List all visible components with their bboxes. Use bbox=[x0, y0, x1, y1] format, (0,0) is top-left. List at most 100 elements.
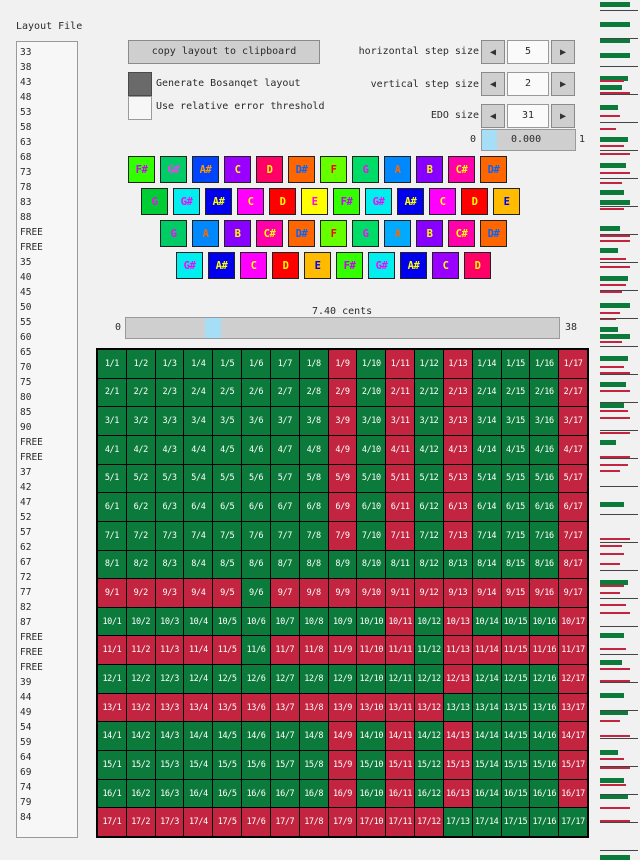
ratio-cell[interactable]: 16/13 bbox=[443, 779, 472, 808]
ratio-cell[interactable]: 17/7 bbox=[270, 808, 299, 836]
ratio-cell[interactable]: 3/8 bbox=[299, 407, 328, 435]
ratio-cell[interactable]: 14/9 bbox=[328, 722, 357, 751]
note-key[interactable]: A# bbox=[400, 252, 427, 279]
ratio-cell[interactable]: 9/13 bbox=[443, 579, 472, 607]
cents-slider-thumb[interactable] bbox=[205, 318, 222, 338]
ratio-cell[interactable]: 17/2 bbox=[126, 808, 155, 836]
ratio-cell[interactable]: 7/9 bbox=[328, 521, 357, 550]
ratio-cell[interactable]: 10/12 bbox=[415, 607, 443, 636]
ratio-cell[interactable]: 12/13 bbox=[443, 665, 472, 693]
ratio-cell[interactable]: 11/15 bbox=[501, 636, 530, 665]
ratio-cell[interactable]: 10/13 bbox=[443, 607, 472, 636]
ratio-cell[interactable]: 7/8 bbox=[299, 521, 328, 550]
ratio-cell[interactable]: 5/3 bbox=[155, 464, 184, 493]
layout-list-item[interactable]: 77 bbox=[20, 587, 32, 598]
ratio-cell[interactable]: 9/10 bbox=[357, 579, 386, 607]
ratio-cell[interactable]: 5/2 bbox=[126, 464, 155, 493]
ratio-cell[interactable]: 17/11 bbox=[386, 808, 415, 836]
ratio-cell[interactable]: 9/9 bbox=[328, 579, 357, 607]
note-key[interactable]: G bbox=[352, 220, 379, 247]
note-key[interactable]: G bbox=[352, 156, 379, 183]
layout-list-item[interactable]: 60 bbox=[20, 332, 32, 343]
ratio-cell[interactable]: 4/5 bbox=[213, 435, 242, 464]
ratio-cell[interactable]: 6/14 bbox=[472, 493, 501, 521]
ratio-cell[interactable]: 16/8 bbox=[299, 779, 328, 808]
ratio-cell[interactable]: 8/3 bbox=[155, 550, 184, 579]
ratio-cell[interactable]: 16/3 bbox=[155, 779, 184, 808]
ratio-cell[interactable]: 13/1 bbox=[98, 693, 126, 722]
ratio-cell[interactable]: 3/17 bbox=[559, 407, 587, 435]
ratio-cell[interactable]: 5/8 bbox=[299, 464, 328, 493]
ratio-cell[interactable]: 9/1 bbox=[98, 579, 126, 607]
ratio-cell[interactable]: 12/6 bbox=[242, 665, 270, 693]
ratio-cell[interactable]: 10/4 bbox=[184, 607, 213, 636]
layout-list-item[interactable]: 87 bbox=[20, 617, 32, 628]
ratio-cell[interactable]: 3/12 bbox=[415, 407, 443, 435]
ratio-cell[interactable]: 10/9 bbox=[328, 607, 357, 636]
ratio-cell[interactable]: 6/2 bbox=[126, 493, 155, 521]
layout-list-item[interactable]: 44 bbox=[20, 692, 32, 703]
edo-size-value[interactable]: 31 bbox=[507, 104, 549, 128]
ratio-cell[interactable]: 4/8 bbox=[299, 435, 328, 464]
horizontal-step-increment[interactable]: ▶ bbox=[551, 40, 575, 64]
ratio-cell[interactable]: 8/8 bbox=[299, 550, 328, 579]
ratio-cell[interactable]: 12/10 bbox=[357, 665, 386, 693]
ratio-cell[interactable]: 16/5 bbox=[213, 779, 242, 808]
ratio-cell[interactable]: 4/13 bbox=[443, 435, 472, 464]
ratio-cell[interactable]: 9/4 bbox=[184, 579, 213, 607]
ratio-cell[interactable]: 13/8 bbox=[299, 693, 328, 722]
ratio-cell[interactable]: 5/17 bbox=[559, 464, 587, 493]
layout-list-item[interactable]: FREE bbox=[20, 647, 43, 658]
ratio-cell[interactable]: 8/15 bbox=[501, 550, 530, 579]
ratio-cell[interactable]: 12/14 bbox=[472, 665, 501, 693]
horizontal-step-decrement[interactable]: ◀ bbox=[481, 40, 505, 64]
ratio-cell[interactable]: 1/5 bbox=[213, 350, 242, 378]
ratio-cell[interactable]: 7/5 bbox=[213, 521, 242, 550]
layout-list-item[interactable]: 75 bbox=[20, 377, 32, 388]
ratio-cell[interactable]: 13/17 bbox=[559, 693, 587, 722]
layout-list-item[interactable]: 48 bbox=[20, 92, 32, 103]
note-key[interactable]: D# bbox=[480, 220, 507, 247]
ratio-cell[interactable]: 2/17 bbox=[559, 378, 587, 407]
ratio-cell[interactable]: 11/8 bbox=[299, 636, 328, 665]
ratio-cell[interactable]: 8/6 bbox=[242, 550, 270, 579]
ratio-cell[interactable]: 3/6 bbox=[242, 407, 270, 435]
ratio-cell[interactable]: 13/7 bbox=[270, 693, 299, 722]
ratio-cell[interactable]: 15/6 bbox=[242, 751, 270, 779]
layout-list-item[interactable]: 79 bbox=[20, 797, 32, 808]
note-key[interactable]: C# bbox=[256, 220, 283, 247]
ratio-cell[interactable]: 4/11 bbox=[386, 435, 415, 464]
ratio-cell[interactable]: 6/9 bbox=[328, 493, 357, 521]
ratio-cell[interactable]: 1/10 bbox=[357, 350, 386, 378]
ratio-cell[interactable]: 17/9 bbox=[328, 808, 357, 836]
ratio-cell[interactable]: 3/13 bbox=[443, 407, 472, 435]
ratio-cell[interactable]: 9/15 bbox=[501, 579, 530, 607]
ratio-cell[interactable]: 8/10 bbox=[357, 550, 386, 579]
ratio-cell[interactable]: 8/14 bbox=[472, 550, 501, 579]
ratio-cell[interactable]: 1/6 bbox=[242, 350, 270, 378]
ratio-cell[interactable]: 1/8 bbox=[299, 350, 328, 378]
ratio-cell[interactable]: 7/17 bbox=[559, 521, 587, 550]
ratio-cell[interactable]: 12/1 bbox=[98, 665, 126, 693]
ratio-cell[interactable]: 10/7 bbox=[270, 607, 299, 636]
note-key[interactable]: G# bbox=[173, 188, 200, 215]
ratio-cell[interactable]: 7/10 bbox=[357, 521, 386, 550]
ratio-cell[interactable]: 15/7 bbox=[270, 751, 299, 779]
ratio-cell[interactable]: 5/11 bbox=[386, 464, 415, 493]
ratio-cell[interactable]: 12/3 bbox=[155, 665, 184, 693]
ratio-cell[interactable]: 2/13 bbox=[443, 378, 472, 407]
ratio-cell[interactable]: 17/4 bbox=[184, 808, 213, 836]
ratio-cell[interactable]: 5/6 bbox=[242, 464, 270, 493]
ratio-cell[interactable]: 6/11 bbox=[386, 493, 415, 521]
ratio-cell[interactable]: 7/1 bbox=[98, 521, 126, 550]
ratio-cell[interactable]: 15/2 bbox=[126, 751, 155, 779]
ratio-cell[interactable]: 14/11 bbox=[386, 722, 415, 751]
ratio-cell[interactable]: 9/14 bbox=[472, 579, 501, 607]
layout-list-item[interactable]: 82 bbox=[20, 602, 32, 613]
note-key[interactable]: G# bbox=[160, 156, 187, 183]
ratio-cell[interactable]: 16/17 bbox=[559, 779, 587, 808]
ratio-cell[interactable]: 3/9 bbox=[328, 407, 357, 435]
ratio-cell[interactable]: 13/9 bbox=[328, 693, 357, 722]
ratio-cell[interactable]: 17/16 bbox=[530, 808, 559, 836]
layout-list-item[interactable]: 84 bbox=[20, 812, 32, 823]
